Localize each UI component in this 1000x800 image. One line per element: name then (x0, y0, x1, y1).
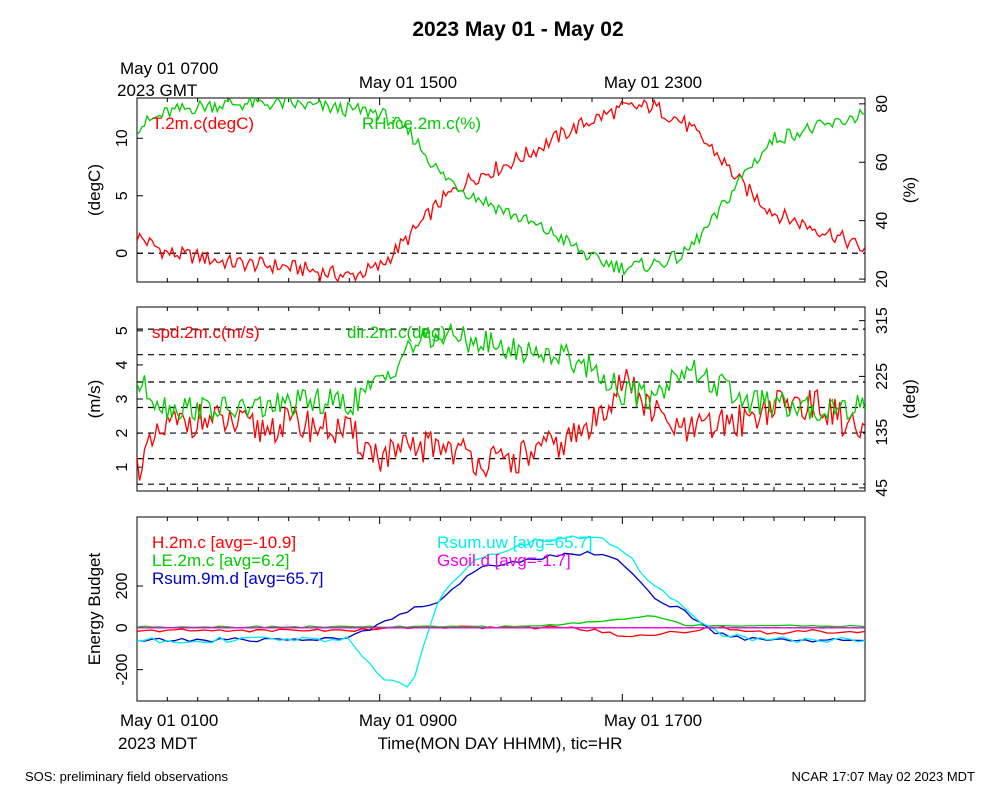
series-line-le-2m-c-avg-6-2 (137, 615, 865, 629)
y-tick-label-right: 80 (874, 95, 891, 113)
top-axis-tick-label-2: May 01 2300 (604, 73, 702, 92)
legend-entry: T.2m.c(degC) (152, 114, 254, 133)
series-line-t-2m-c-degc (137, 98, 865, 282)
legend-entry: spd.2m.c(m/s) (152, 323, 260, 342)
y-axis-title-left: Energy Budget (85, 552, 104, 665)
legend-entry: dir.2m.c(deg) (347, 323, 446, 342)
y-axis-title-right: (deg) (900, 379, 919, 419)
y-tick-label-right: 135 (874, 419, 891, 446)
y-axis-title-right: (%) (900, 177, 919, 203)
y-tick-label-right: 225 (874, 363, 891, 390)
x-axis-title: Time(MON DAY HHMM), tic=HR (378, 734, 623, 753)
bottom-axis-label-line1: May 01 0100 (120, 711, 218, 730)
series-line-rh-ice-2m-c (137, 98, 865, 276)
footer-left: SOS: preliminary field observations (25, 769, 229, 784)
y-tick-label-left: 3 (114, 394, 131, 403)
y-tick-label-left: 200 (114, 573, 131, 600)
y-tick-label-right: 60 (874, 153, 891, 171)
y-tick-label-right: 315 (874, 307, 891, 334)
top-axis-label-line2: 2023 GMT (117, 81, 197, 100)
y-tick-label-left: 5 (114, 191, 131, 200)
top-axis-tick-label-1: May 01 1500 (359, 73, 457, 92)
y-tick-label-left: 10 (114, 129, 131, 147)
bottom-axis-tick-label-2: May 01 1700 (604, 711, 702, 730)
series-line-dir-2m-c-deg (137, 322, 865, 422)
y-tick-label-left: 5 (114, 326, 131, 335)
legend-entry: Rsum.9m.d [avg=65.7] (152, 569, 324, 588)
y-tick-label-left: 0 (114, 623, 131, 632)
y-tick-label-left: 0 (114, 249, 131, 258)
y-tick-label-left: 4 (114, 360, 131, 369)
series-line-spd-2m-c-m-s (137, 368, 865, 481)
panel-energy-budget: -200 0 200 Energy Budget H.2m.c [avg=-10.9]L… (85, 516, 866, 702)
bottom-axis-label-line2: 2023 MDT (118, 734, 197, 753)
panel-temperature-humidity: 0 5 10 (degC) 20 40 60 80 (%) T.2m.c(degC) RH.ice.… (85, 95, 919, 288)
top-axis-label-line1: May 01 0700 (120, 59, 218, 78)
y-tick-label-left: 1 (114, 463, 131, 472)
y-tick-label-right: 40 (874, 212, 891, 230)
legend-entry: Gsoil.d [avg=-1.7] (437, 551, 571, 570)
legend-entry: RH.ice.2m.c(%) (362, 114, 481, 133)
bottom-axis-tick-label-1: May 01 0900 (359, 711, 457, 730)
y-tick-label-left: -200 (114, 654, 131, 686)
y-tick-label-left: 2 (114, 429, 131, 438)
legend-entry: H.2m.c [avg=-10.9] (152, 533, 296, 552)
footer-right: NCAR 17:07 May 02 2023 MDT (791, 769, 975, 784)
chart-title: 2023 May 01 - May 02 (412, 18, 623, 41)
series-line-rsum-uw-avg-65-7 (137, 535, 865, 688)
y-tick-label-right: 45 (874, 479, 891, 497)
legend-entry: Rsum.uw [avg=65.7] (437, 533, 592, 552)
y-axis-title-left: (m/s) (85, 380, 104, 419)
y-tick-label-right: 20 (874, 270, 891, 288)
y-axis-title-left: (degC) (85, 164, 104, 216)
legend-entry: LE.2m.c [avg=6.2] (152, 551, 290, 570)
series-line-rsum-9m-d-avg-65-7 (137, 550, 865, 643)
